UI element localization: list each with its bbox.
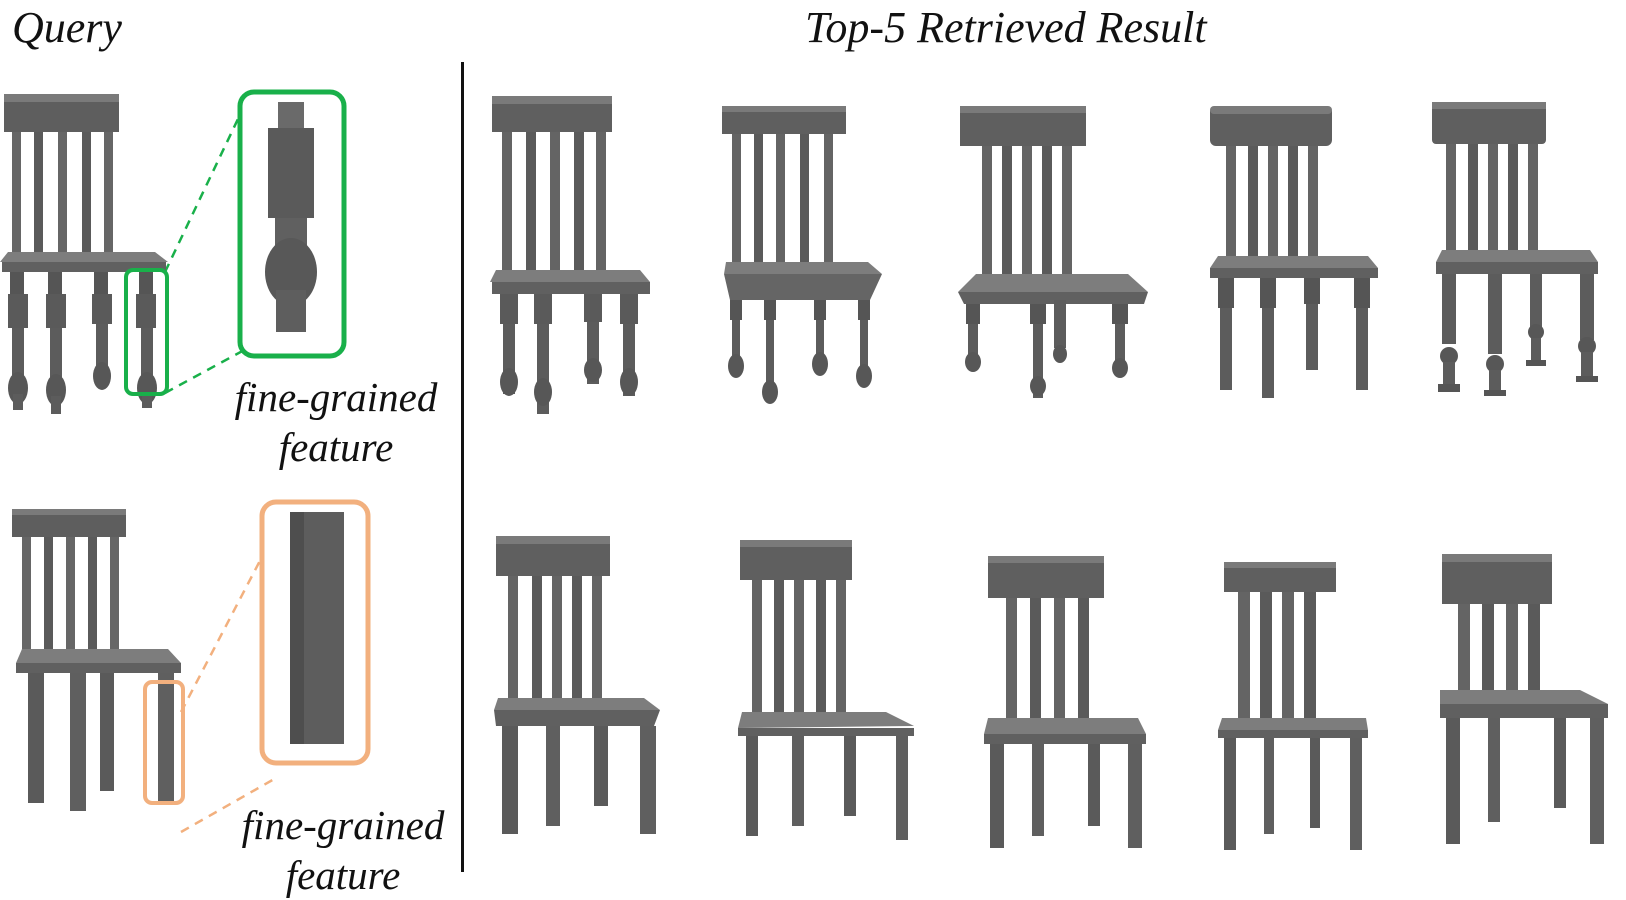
results-column-title: Top-5 Retrieved Result <box>805 3 1207 52</box>
result-row1-rank1 <box>490 96 650 414</box>
query-leg-highlight-box <box>124 268 169 396</box>
query-leg-highlight-box-2 <box>143 680 185 805</box>
result-row2-rank3 <box>984 556 1146 848</box>
column-divider <box>461 62 464 872</box>
query-chair-turned-legs <box>0 94 168 414</box>
zoom-square-leg <box>259 499 371 766</box>
result-row1-rank2 <box>722 106 882 404</box>
query-column-title: Query <box>12 3 122 52</box>
callout-1-line1: fine-grained <box>234 374 438 420</box>
result-row2-rank4 <box>1218 562 1368 850</box>
result-row1-rank3 <box>958 106 1148 398</box>
result-row1-rank5 <box>1432 102 1598 396</box>
callout-label-2: fine-grained feature <box>228 800 458 900</box>
callout-2-line1: fine-grained <box>241 802 445 848</box>
result-row2-rank1 <box>494 536 660 834</box>
result-row2-rank5 <box>1440 554 1608 844</box>
result-row2-rank2 <box>738 540 914 840</box>
zoom-turned-leg <box>237 89 347 359</box>
callout-2-line2: feature <box>285 852 401 898</box>
query-chair-square-legs <box>12 509 181 811</box>
result-row1-rank4 <box>1210 106 1378 398</box>
callout-label-1: fine-grained feature <box>226 372 446 472</box>
callout-1-line2: feature <box>278 424 394 470</box>
